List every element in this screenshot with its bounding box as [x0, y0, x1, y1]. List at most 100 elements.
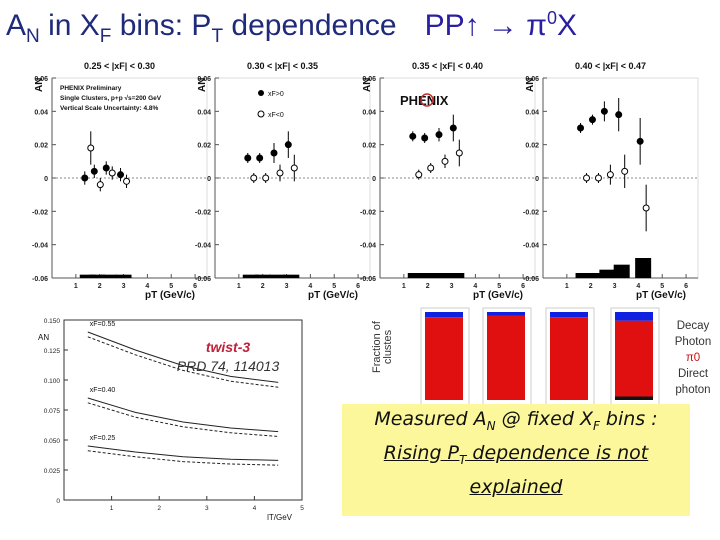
x-tick-label: 5 [169, 283, 173, 290]
x-tick-label: 6 [684, 283, 688, 290]
fraction-legend: Decay Photon π0 Direct photon [668, 318, 718, 398]
bin-label: 0.30 < |xF| < 0.35 [247, 61, 318, 71]
point-xf-positive [636, 137, 644, 145]
y-axis-label: AN [197, 78, 208, 92]
systematic-bar [635, 258, 652, 278]
fraction-bar--0 [550, 317, 588, 400]
x-tick-label: 2 [261, 283, 265, 290]
point-xf-negative [594, 174, 602, 182]
systematic-bar [448, 273, 465, 278]
panel-note: Single Clusters, p+p √s=200 GeV [60, 94, 162, 102]
y-tick-label: 0.02 [525, 143, 539, 150]
legend-decay-photon: Decay Photon [674, 320, 712, 348]
point-xf-negative [96, 181, 104, 189]
x-tick-label: 1 [237, 283, 241, 290]
x-tick-label: 3 [613, 283, 617, 290]
theory-x-label: lT/GeV [267, 513, 293, 522]
theory-curve [87, 397, 279, 433]
bin-label: 0.25 < |xF| < 0.30 [84, 61, 155, 71]
page-title: AN in XF bins: PT dependence PP↑ → π0X [6, 8, 577, 47]
point-xf-negative [123, 177, 131, 185]
y-tick-label: -0.02 [195, 209, 211, 216]
point-xf-negative [108, 169, 116, 177]
bin-label: 0.35 < |xF| < 0.40 [412, 61, 483, 71]
point-xf-negative [415, 171, 423, 179]
fraction-bar--0 [425, 317, 463, 400]
systematic-bar [242, 274, 259, 278]
fraction-bar--0 [487, 315, 525, 400]
y-axis-label: AN [362, 78, 373, 92]
y-tick-label: 0 [207, 176, 211, 183]
systematic-bar [613, 264, 630, 278]
legend-direct-photon: Direct photon [675, 368, 711, 396]
x-axis-label: pT (GeV/c) [308, 290, 358, 301]
point-xf-negative [290, 164, 298, 172]
panel-note: PHENIX Preliminary [60, 85, 122, 92]
theory-y-tick-label: 0.150 [44, 318, 61, 325]
theory-curve [87, 445, 279, 461]
panel-note: Vertical Scale Uncertainty: 4.8% [60, 105, 158, 112]
x-tick-label: 6 [356, 283, 360, 290]
fraction-bar-decay-photon [425, 312, 463, 318]
x-tick-label: 1 [402, 283, 406, 290]
systematic-bar [575, 273, 592, 278]
point-xf-positive [615, 111, 623, 119]
theory-curve-label: xF=0.25 [90, 435, 116, 442]
point-xf-positive [244, 154, 252, 162]
systematic-bar [89, 274, 106, 278]
theory-y-label: AN [38, 333, 49, 342]
point-xf-positive [435, 131, 443, 139]
fraction-bar--0 [615, 320, 653, 397]
point-xf-negative [250, 174, 258, 182]
y-tick-label: 0.04 [197, 109, 211, 116]
x-tick-label: 1 [565, 283, 569, 290]
x-tick-label: 1 [74, 283, 78, 290]
x-tick-label: 5 [497, 283, 501, 290]
theory-x-tick-label: 1 [110, 505, 114, 512]
theory-x-tick-label: 2 [157, 505, 161, 512]
y-axis-label: AN [34, 78, 45, 92]
legend-xf-positive: xF>0 [268, 91, 284, 98]
theory-curve-label: xF=0.40 [90, 387, 116, 394]
theory-y-tick-label: 0.025 [44, 468, 61, 475]
point-xf-negative [621, 167, 629, 175]
y-tick-label: 0.02 [362, 143, 376, 150]
systematic-bar [115, 274, 132, 278]
x-axis-label: pT (GeV/c) [473, 290, 523, 301]
y-tick-label: -0.06 [360, 276, 376, 283]
theory-curve [87, 402, 279, 437]
x-tick-label: 5 [660, 283, 664, 290]
x-tick-label: 4 [473, 283, 477, 290]
fraction-bar-decay-photon [550, 312, 588, 318]
y-tick-label: -0.02 [360, 209, 376, 216]
theory-y-tick-label: 0.050 [44, 438, 61, 445]
y-tick-label: 0.06 [525, 76, 539, 83]
point-xf-positive [449, 124, 457, 132]
point-xf-negative [262, 174, 270, 182]
theory-x-tick-label: 5 [300, 505, 304, 512]
y-tick-label: -0.06 [523, 276, 539, 283]
point-xf-negative [441, 157, 449, 165]
y-tick-label: -0.06 [32, 276, 48, 283]
x-tick-label: 2 [589, 283, 593, 290]
theory-x-tick-label: 3 [205, 505, 209, 512]
y-tick-label: -0.02 [32, 209, 48, 216]
theory-curve [87, 336, 279, 388]
y-tick-label: -0.04 [523, 243, 539, 250]
point-xf-positive [284, 141, 292, 149]
systematic-bar [434, 273, 450, 278]
theory-curve-label: xF=0.55 [90, 321, 116, 328]
y-tick-label: -0.02 [523, 209, 539, 216]
x-tick-label: 3 [122, 283, 126, 290]
x-axis-label: pT (GeV/c) [636, 290, 686, 301]
point-xf-negative [583, 174, 591, 182]
x-tick-label: 6 [521, 283, 525, 290]
y-tick-label: -0.04 [360, 243, 376, 250]
x-axis-label: pT (GeV/c) [145, 290, 195, 301]
point-xf-positive [102, 164, 110, 172]
point-xf-negative [276, 169, 284, 177]
systematic-bar [283, 274, 300, 278]
x-tick-label: 2 [98, 283, 102, 290]
theory-y-tick-label: 0.075 [44, 408, 61, 415]
